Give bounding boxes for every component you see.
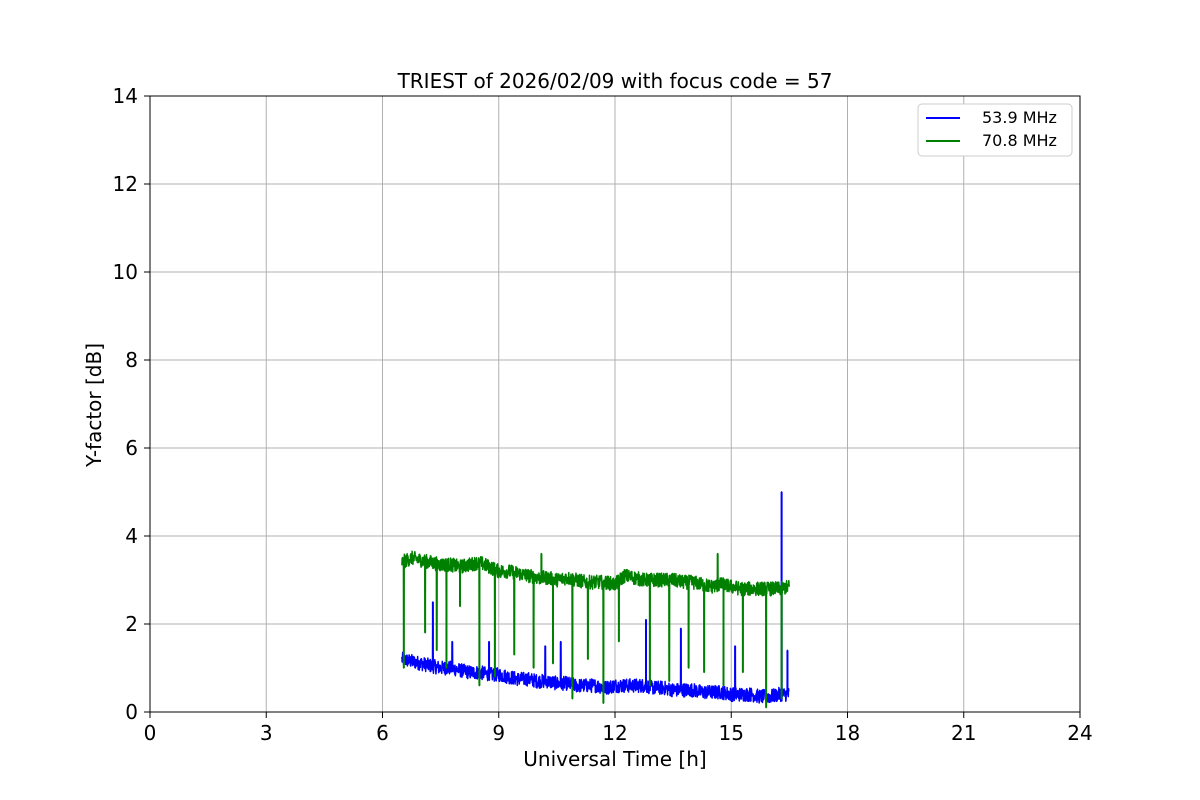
x-axis-label: Universal Time [h] [523, 747, 706, 771]
x-tick-label: 18 [835, 721, 860, 745]
x-tick-label: 0 [144, 721, 157, 745]
y-tick-label: 10 [113, 260, 138, 284]
series-line-70-8-mhz [401, 550, 791, 709]
legend: 53.9 MHz 70.8 MHz [917, 103, 1073, 157]
x-tick-label: 21 [951, 721, 976, 745]
y-tick-label: 8 [125, 348, 138, 372]
y-axis-label: Y-factor [dB] [82, 343, 106, 468]
y-tick-label: 2 [125, 612, 138, 636]
y-tick-label: 14 [113, 84, 138, 108]
y-tick-label: 4 [125, 524, 138, 548]
x-tick-label: 12 [602, 721, 627, 745]
chart-title: TRIEST of 2026/02/09 with focus code = 5… [397, 69, 833, 93]
x-tick-label: 3 [260, 721, 273, 745]
y-axis-ticks: 0 2 4 6 8 10 12 14 [113, 84, 150, 724]
legend-label-70-8-mhz: 70.8 MHz [982, 131, 1057, 150]
series-layer [401, 491, 791, 709]
y-tick-label: 12 [113, 172, 138, 196]
series-line-53-9-mhz [401, 491, 790, 704]
x-tick-label: 15 [719, 721, 744, 745]
x-tick-label: 6 [376, 721, 389, 745]
x-axis-ticks: 0 3 6 9 12 15 18 21 24 [144, 712, 1093, 745]
y-tick-label: 6 [125, 436, 138, 460]
y-tick-label: 0 [125, 700, 138, 724]
x-tick-label: 9 [492, 721, 505, 745]
x-tick-label: 24 [1067, 721, 1092, 745]
legend-label-53-9-mhz: 53.9 MHz [982, 108, 1057, 127]
